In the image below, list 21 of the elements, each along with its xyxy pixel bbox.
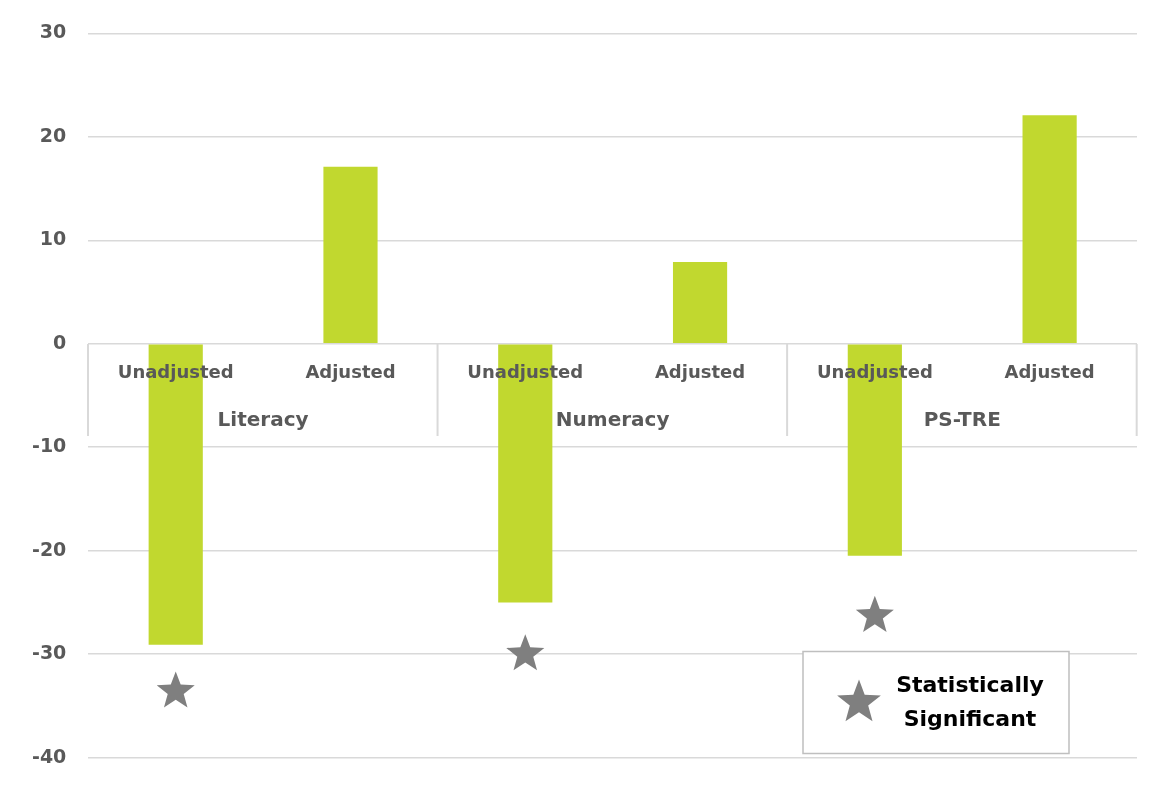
y-tick-label: -10 (32, 434, 67, 457)
bar (323, 166, 378, 344)
y-tick-label: 30 (39, 20, 67, 43)
x-tick-label: Adjusted (1004, 361, 1095, 383)
point (506, 634, 545, 671)
annotation: Numeracy (555, 406, 670, 431)
y-tick-label: 0 (53, 330, 67, 353)
y-tick-label: -40 (32, 744, 67, 767)
point (855, 595, 894, 633)
x-tick-label: Adjusted (654, 361, 746, 383)
y-tick-label: 10 (39, 227, 67, 250)
y-tick-label: 20 (39, 123, 67, 146)
legend-label: Statistically Significant (896, 672, 1044, 732)
annotation: Literacy (217, 406, 309, 431)
bar (672, 262, 728, 344)
y-tick-label: -30 (32, 641, 67, 664)
x-tick-label: Adjusted (305, 361, 396, 383)
y-tick-label: -20 (32, 537, 67, 560)
bar (1022, 115, 1077, 344)
point (156, 671, 195, 708)
annotation: PS-TRE (923, 406, 1001, 431)
